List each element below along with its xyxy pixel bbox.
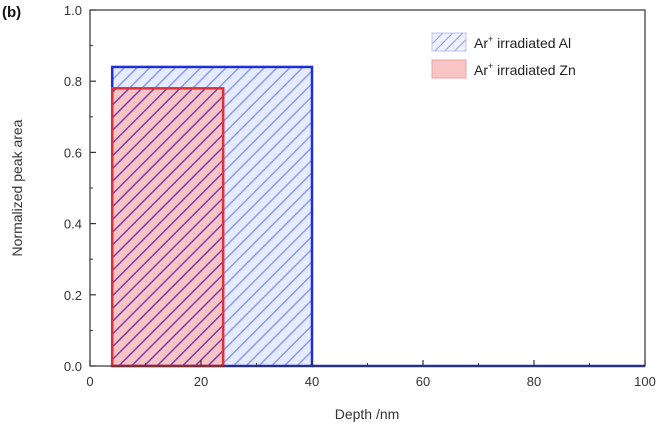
legend: Ar+ irradiated Al Ar+ irradiated Zn <box>431 32 576 79</box>
y-tick-label: 0.4 <box>64 217 82 232</box>
y-axis-ticks: 0.0 0.2 0.4 0.6 0.8 1.0 <box>64 3 96 374</box>
legend-swatch-zn <box>431 59 467 79</box>
legend-label-al: Ar+ irradiated Al <box>474 34 571 51</box>
legend-entry-al: Ar+ irradiated Al <box>431 32 571 52</box>
legend-label-zn: Ar+ irradiated Zn <box>474 61 576 78</box>
x-tick-label: 60 <box>416 374 430 389</box>
x-tick-label: 40 <box>305 374 319 389</box>
bars-group <box>110 65 314 368</box>
x-tick-label: 100 <box>634 374 656 389</box>
y-tick-label: 0.0 <box>64 359 82 374</box>
bar-overlap-hatch <box>112 88 224 366</box>
y-tick-label: 0.2 <box>64 288 82 303</box>
y-tick-label: 1.0 <box>64 3 82 18</box>
legend-entry-zn: Ar+ irradiated Zn <box>431 59 576 79</box>
x-tick-label: 20 <box>194 374 208 389</box>
x-axis-ticks: 0 20 40 60 80 100 <box>86 360 656 389</box>
y-axis-title: Normalized peak area <box>9 119 25 256</box>
x-axis-title: Depth /nm <box>335 406 400 422</box>
y-tick-label: 0.8 <box>64 74 82 89</box>
x-tick-label: 80 <box>527 374 541 389</box>
legend-swatch-al <box>431 32 467 52</box>
panel-label: (b) <box>2 4 21 21</box>
y-tick-label: 0.6 <box>64 145 82 160</box>
x-tick-label: 0 <box>86 374 93 389</box>
